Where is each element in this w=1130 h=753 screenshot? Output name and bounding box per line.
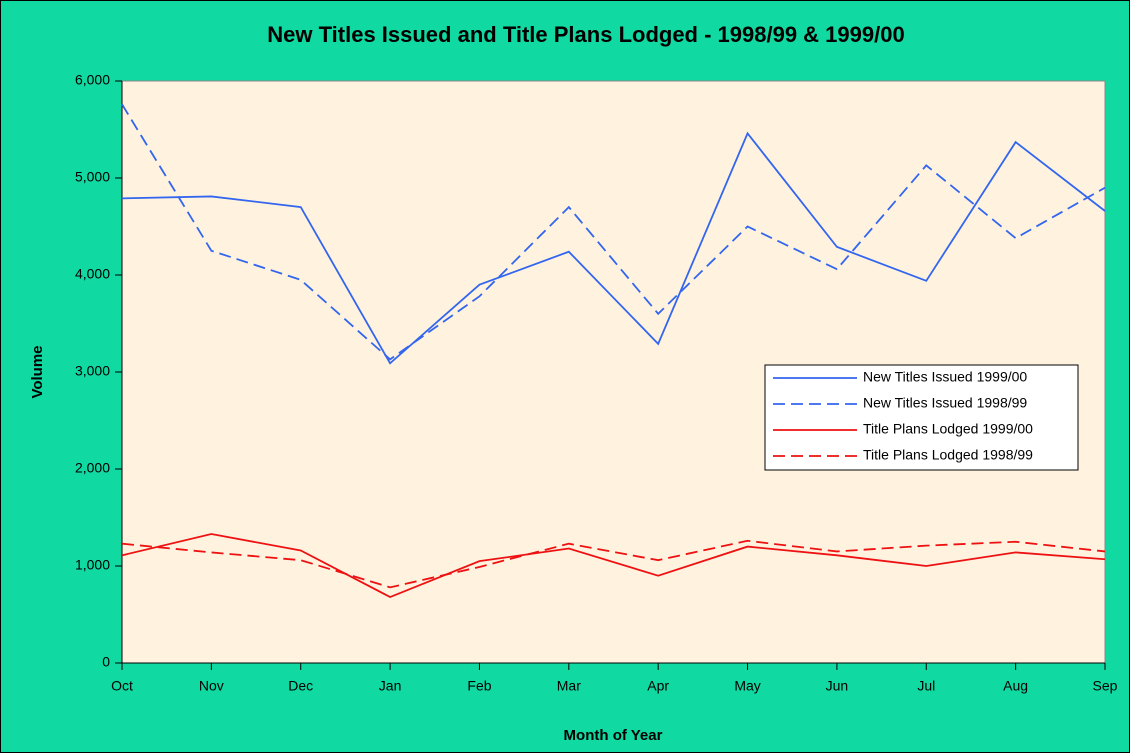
legend-label: Title Plans Lodged 1998/99 xyxy=(863,447,1033,463)
x-tick-label: Jul xyxy=(917,678,935,694)
x-tick-label: Aug xyxy=(1003,678,1028,694)
y-tick-label: 1,000 xyxy=(75,557,110,573)
y-tick-label: 3,000 xyxy=(75,363,110,379)
y-tick-label: 4,000 xyxy=(75,266,110,282)
legend-label: New Titles Issued 1999/00 xyxy=(863,369,1027,385)
y-tick-label: 6,000 xyxy=(75,72,110,88)
x-tick-label: Dec xyxy=(288,678,313,694)
x-tick-label: Oct xyxy=(111,678,133,694)
legend-label: Title Plans Lodged 1999/00 xyxy=(863,421,1033,437)
series-line xyxy=(121,539,1106,589)
x-tick-label: Feb xyxy=(467,678,491,694)
series-line xyxy=(121,131,1106,365)
chart-title: New Titles Issued and Title Plans Lodged… xyxy=(267,22,904,47)
x-tick-label: Apr xyxy=(647,678,669,694)
x-tick-label: Sep xyxy=(1093,678,1118,694)
x-tick-label: May xyxy=(734,678,760,694)
x-tick-label: Nov xyxy=(199,678,224,694)
x-tick-label: Jun xyxy=(826,678,849,694)
legend-label: New Titles Issued 1998/99 xyxy=(863,395,1027,411)
y-tick-label: 2,000 xyxy=(75,460,110,476)
x-tick-label: Jan xyxy=(379,678,402,694)
series-line xyxy=(121,103,1106,361)
y-tick-label: 0 xyxy=(102,654,110,670)
legend-box xyxy=(764,364,1079,471)
series-line xyxy=(121,533,1106,599)
x-tick-label: Mar xyxy=(557,678,581,694)
y-axis-title: Volume xyxy=(29,345,46,398)
x-axis-title: Month of Year xyxy=(564,727,663,744)
y-tick-label: 5,000 xyxy=(75,169,110,185)
